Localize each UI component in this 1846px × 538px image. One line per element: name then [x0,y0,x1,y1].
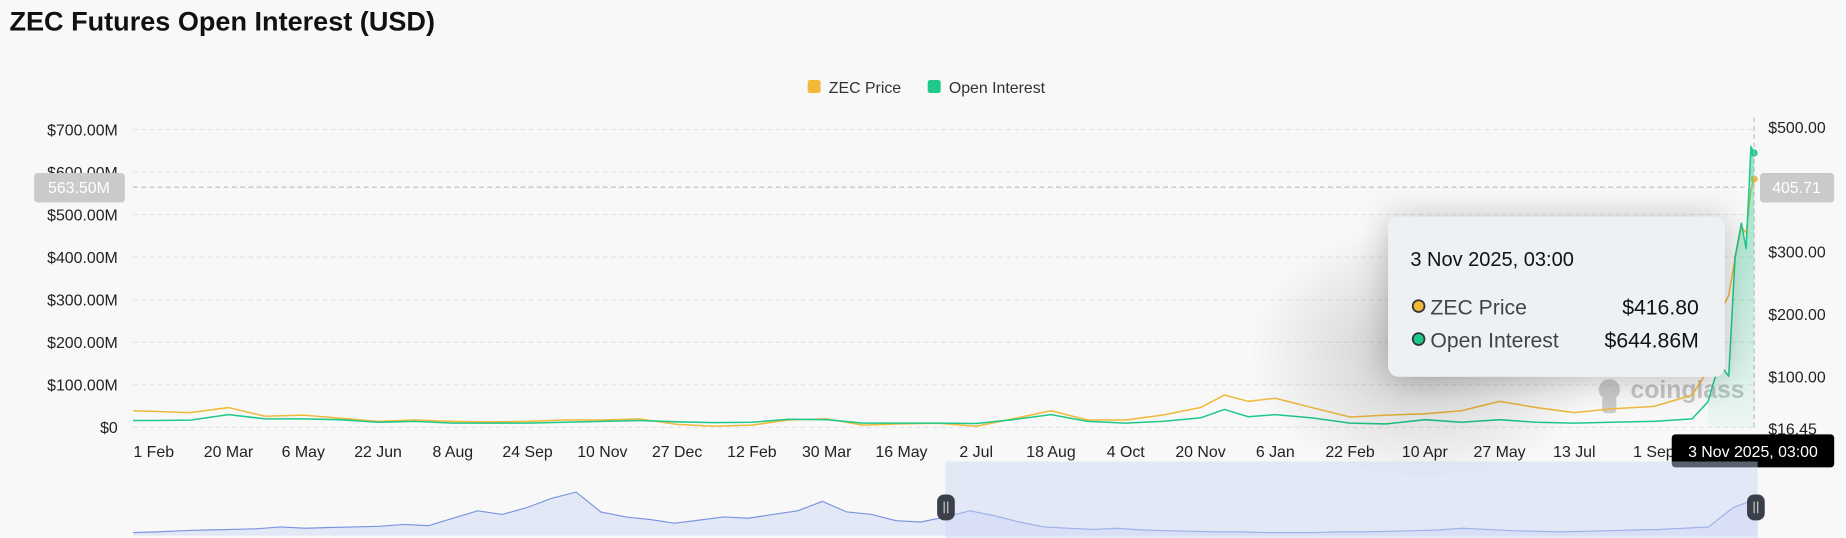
x-axis-tick-label: 16 May [875,444,927,461]
x-axis-tick-label: 1 Feb [133,444,174,461]
x-axis-tick-label: 12 Feb [727,444,777,461]
right-axis-tick-label: $500.00 [1768,120,1826,137]
crosshair-left-label: 563.50M [34,173,125,203]
x-axis-tick-label: 22 Jun [354,444,402,461]
legend-label-open-interest: Open Interest [949,80,1046,97]
crosshair-date-label: 3 Nov 2025, 03:00 [1671,434,1835,468]
navigator[interactable] [133,461,1765,538]
legend-swatch-zec-price [807,80,821,94]
x-axis-tick-label: 2 Jul [959,444,993,461]
right-axis-tick-label: $100.00 [1768,369,1826,386]
svg-text:405.71: 405.71 [1772,180,1821,197]
tooltip-date: 3 Nov 2025, 03:00 [1410,249,1573,271]
left-axis-tick-label: $700.00M [47,122,118,139]
x-axis-ticks: 1 Feb 20 Mar 6 May 22 Jun 8 Aug 24 Sep 10 Nov 2… [133,444,1674,461]
tooltip: 3 Nov 2025, 03:00 ZEC Price $416.80 Open… [1247,216,1725,483]
right-axis-tick-label: $16.45 [1768,421,1817,438]
left-axis-tick-label: $300.00M [47,293,118,310]
crosshair-right-label: 405.71 [1760,173,1835,203]
x-axis-tick-label: 10 Nov [577,444,627,461]
tooltip-zec-price-dot [1411,299,1426,313]
x-axis-tick-label: 20 Mar [204,444,254,461]
x-axis-tick-label: 30 Mar [802,444,852,461]
legend: ZEC Price Open Interest [807,80,1046,97]
right-axis-tick-label: $200.00 [1768,307,1826,324]
legend-item-zec-price[interactable]: ZEC Price [807,80,902,97]
navigator-area [133,492,1758,536]
navigator-handle-right[interactable] [1747,494,1765,521]
right-axis-ticks: $16.45 $100.00 $200.00 $300.00 $500.00 [1768,120,1826,438]
tooltip-zec-price-value: $416.80 [1622,296,1699,319]
svg-text:563.50M: 563.50M [48,180,110,197]
x-axis-tick-label: 8 Aug [433,444,474,461]
tooltip-open-interest-dot [1411,332,1426,346]
left-axis-tick-label: $0 [100,420,118,437]
left-axis-tick-label: $400.00M [47,250,118,267]
legend-item-open-interest[interactable]: Open Interest [927,80,1046,97]
legend-label-zec-price: ZEC Price [829,80,902,97]
series-line-open-interest [133,145,1755,425]
x-axis-tick-label: 1 Sep [1633,444,1675,461]
series-line-zec-price [133,178,1755,428]
navigator-handle-left[interactable] [937,494,955,521]
legend-swatch-open-interest [927,80,941,94]
left-axis-tick-label: $500.00M [47,207,118,224]
left-axis-ticks: $0 $100.00M $200.00M $300.00M $400.00M $500.0… [47,122,118,437]
x-axis-tick-label: 20 Nov [1175,444,1225,461]
navigator-selection[interactable] [945,461,1758,538]
svg-text:3 Nov 2025, 03:00: 3 Nov 2025, 03:00 [1688,444,1818,461]
x-axis-tick-label: 27 Dec [652,444,702,461]
left-axis-tick-label: $100.00M [47,378,118,395]
tooltip-open-interest-label: Open Interest [1430,329,1558,352]
tooltip-zec-price-label: ZEC Price [1430,296,1527,319]
x-axis-tick-label: 6 May [282,444,325,461]
x-axis-tick-label: 18 Aug [1026,444,1075,461]
x-axis-tick-label: 4 Oct [1107,444,1146,461]
series-area-open-interest [1707,146,1755,428]
right-axis-tick-label: $300.00 [1768,245,1826,262]
series-layer [133,145,1758,428]
grid-lines [133,128,1755,428]
tooltip-open-interest-value: $644.86M [1605,329,1699,352]
x-axis-tick-label: 6 Jan [1256,444,1295,461]
left-axis-tick-label: $200.00M [47,335,118,352]
x-axis-tick-label: 13 Jul [1553,444,1595,461]
x-axis-tick-label: 24 Sep [502,444,552,461]
chart-title: ZEC Futures Open Interest (USD) [9,6,435,37]
